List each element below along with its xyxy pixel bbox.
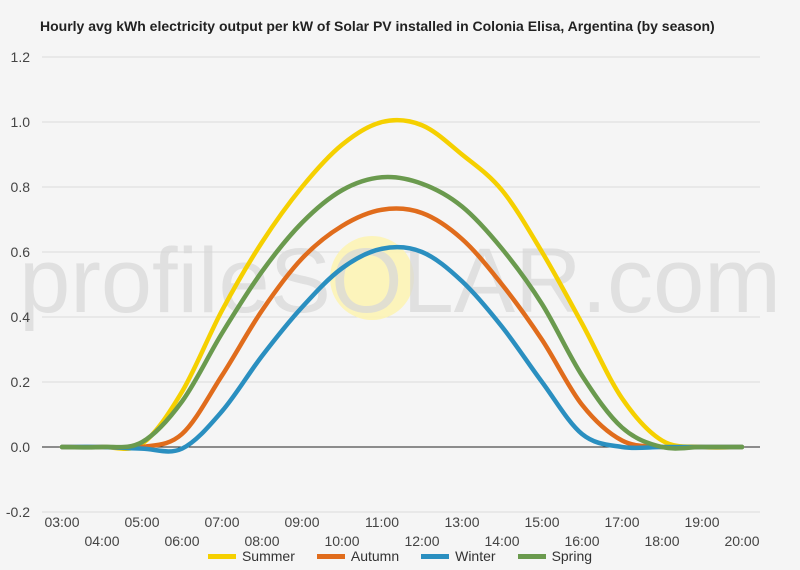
x-tick-label: 12:00 [404, 533, 439, 549]
x-tick-label: 19:00 [684, 514, 719, 530]
watermark-sun [330, 236, 414, 320]
y-tick-label: 0.0 [11, 439, 31, 455]
y-tick-label: 0.2 [11, 374, 31, 390]
x-tick-label: 14:00 [484, 533, 519, 549]
x-tick-labels: 03:00 04:00 05:00 06:00 07:00 08:00 09:00 10:00… [44, 514, 759, 549]
series-line-spring [59, 174, 745, 451]
legend-label: Spring [551, 548, 593, 564]
y-tick-label: 1.0 [11, 114, 31, 130]
x-tick-label: 11:00 [365, 514, 399, 530]
legend-swatch [421, 553, 450, 559]
x-tick-label: 18:00 [644, 533, 679, 549]
y-tick-label: 0.4 [11, 309, 31, 325]
y-tick-label: -0.2 [6, 504, 30, 520]
x-tick-label: 13:00 [444, 514, 479, 530]
x-tick-label: 15:00 [524, 514, 559, 530]
legend-label: Summer [241, 548, 295, 564]
x-tick-label: 08:00 [244, 533, 279, 549]
legend-swatch [316, 553, 345, 559]
series-line-winter [59, 244, 745, 454]
legend: Summer Autumn Winter Spring [0, 548, 800, 564]
x-tick-label: 06:00 [164, 533, 199, 549]
legend-item-spring: Spring [517, 548, 593, 564]
x-tick-label: 17:00 [604, 514, 639, 530]
legend-swatch [207, 553, 236, 559]
x-tick-label: 20:00 [724, 533, 759, 549]
x-tick-label: 09:00 [284, 514, 319, 530]
x-tick-label: 10:00 [324, 533, 359, 549]
x-tick-label: 03:00 [44, 514, 79, 530]
y-tick-label: 0.8 [11, 179, 31, 195]
x-tick-label: 05:00 [124, 514, 159, 530]
y-tick-label: 0.6 [11, 244, 31, 260]
legend-item-winter: Winter [421, 548, 496, 564]
legend-label: Autumn [350, 548, 400, 564]
x-tick-label: 07:00 [204, 514, 239, 530]
chart-title: Hourly avg kWh electricity output per kW… [40, 18, 715, 34]
series-line-autumn [59, 206, 745, 451]
series-lines [59, 117, 745, 454]
legend-item-summer: Summer [207, 548, 295, 564]
x-tick-label: 16:00 [564, 533, 599, 549]
y-tick-labels: -0.2 0.0 0.2 0.4 0.6 0.8 1.0 1.2 [6, 49, 30, 520]
legend-swatch [517, 553, 546, 559]
legend-item-autumn: Autumn [316, 548, 400, 564]
series-line-summer [59, 117, 745, 451]
y-tick-label: 1.2 [11, 49, 31, 65]
legend-label: Winter [455, 548, 496, 564]
x-tick-label: 04:00 [84, 533, 119, 549]
